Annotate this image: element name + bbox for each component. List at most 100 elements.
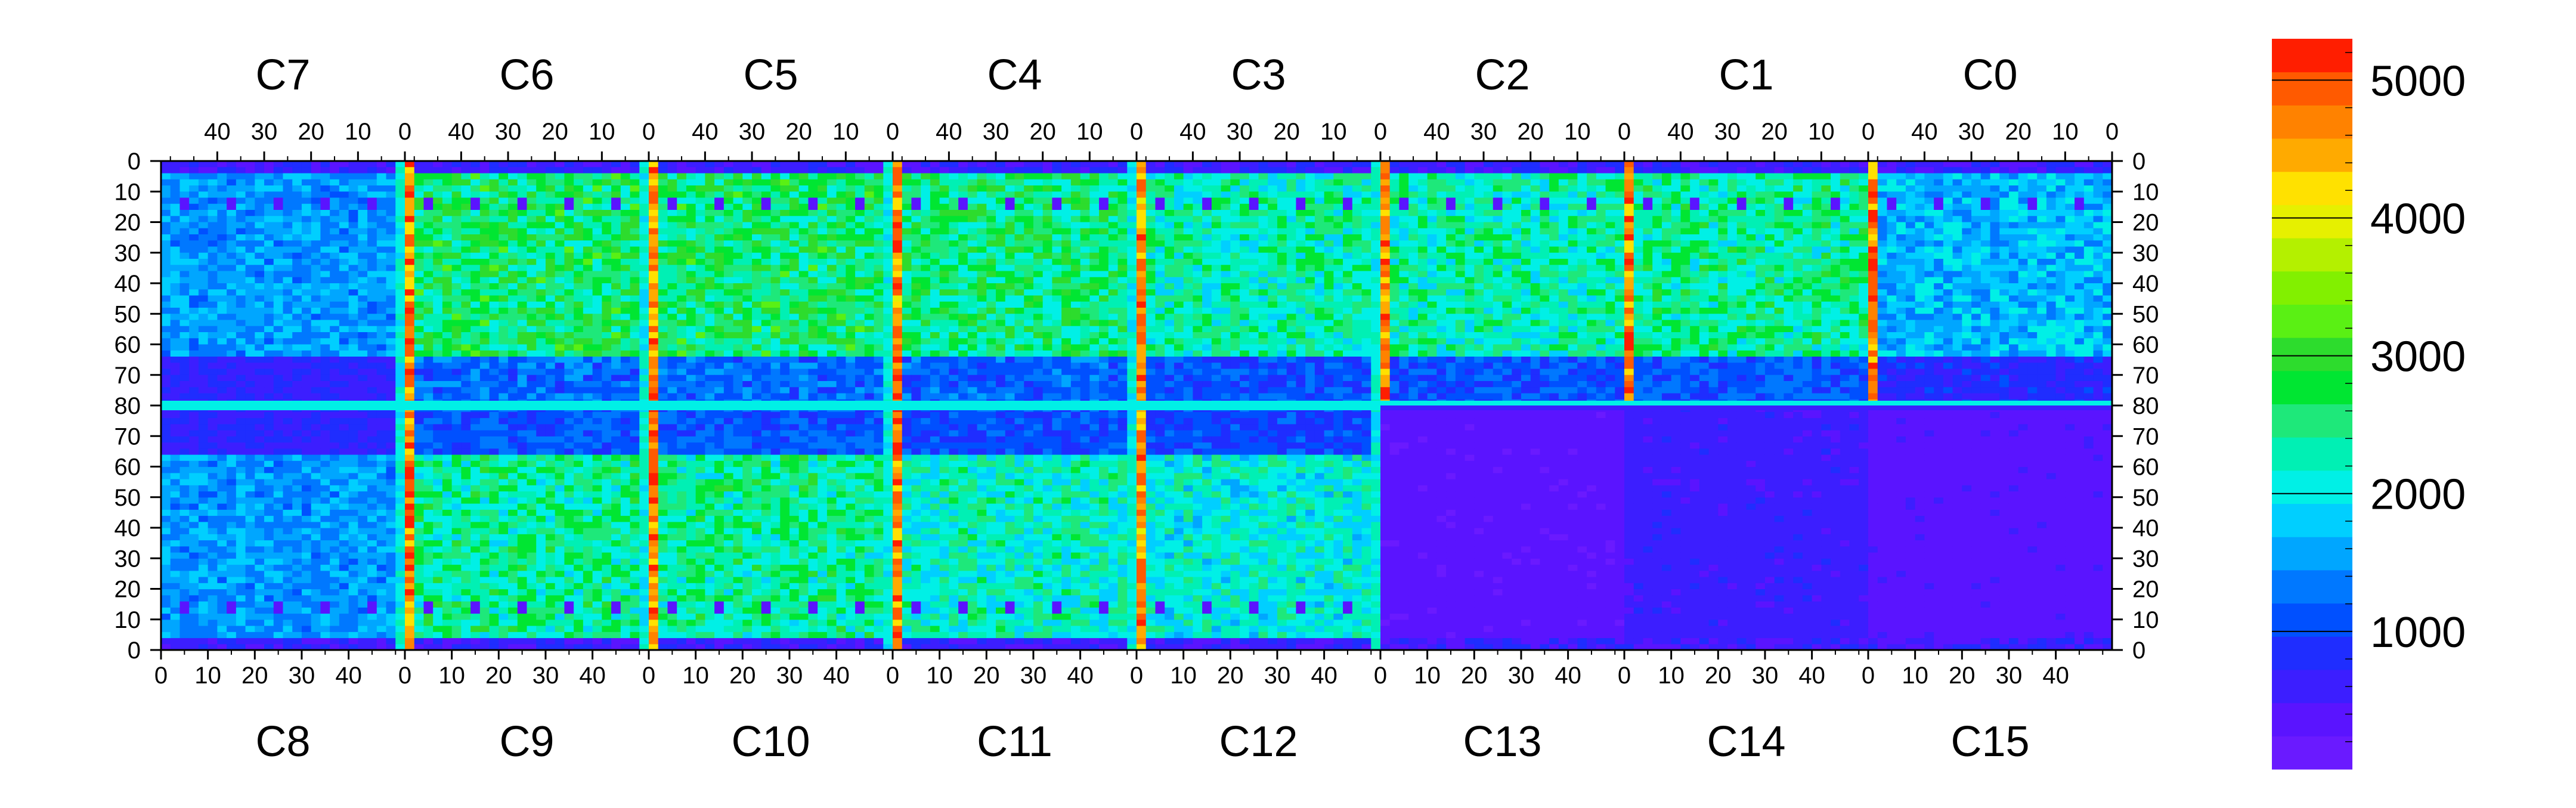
colorbar-swatch bbox=[2272, 304, 2352, 338]
bottom-tick-label: 0 bbox=[642, 663, 655, 689]
bottom-tick-label: 20 bbox=[485, 663, 512, 689]
right-tick-label: 50 bbox=[2132, 301, 2159, 327]
bottom-tick-label: 40 bbox=[1555, 663, 1581, 689]
bottom-tick-label: 40 bbox=[1311, 663, 1337, 689]
top-tick-label: 20 bbox=[1761, 119, 1788, 145]
bottom-tick-label: 20 bbox=[242, 663, 268, 689]
top-tick-label: 40 bbox=[1911, 119, 1938, 145]
top-tick-label: 0 bbox=[1374, 119, 1387, 145]
left-tick-label: 80 bbox=[114, 393, 141, 419]
bottom-tick-label: 20 bbox=[729, 663, 756, 689]
chip-label-c12: C12 bbox=[1219, 718, 1298, 766]
chip-c14-cells bbox=[1624, 405, 1869, 651]
chip-c3-cells bbox=[1137, 161, 1381, 406]
colorbar-swatch bbox=[2272, 39, 2352, 72]
right-tick-label: 20 bbox=[2132, 577, 2159, 603]
colorbar-tick-label: 3000 bbox=[2370, 333, 2466, 381]
bottom-tick-label: 0 bbox=[1618, 663, 1631, 689]
chip-c12-cells bbox=[1137, 405, 1381, 651]
top-tick-label: 20 bbox=[785, 119, 812, 145]
right-tick-label: 40 bbox=[2132, 271, 2159, 297]
chip-c0-cells bbox=[1868, 161, 2113, 406]
top-tick-label: 10 bbox=[1564, 119, 1591, 145]
colorbar-tick-label: 2000 bbox=[2370, 471, 2466, 519]
bottom-tick-label: 40 bbox=[335, 663, 362, 689]
chip-c1-cells bbox=[1624, 161, 1869, 406]
colorbar-swatch bbox=[2272, 636, 2352, 670]
bottom-tick-label: 0 bbox=[154, 663, 168, 689]
colorbar-swatch bbox=[2272, 570, 2352, 603]
colorbar-swatch bbox=[2272, 238, 2352, 271]
chip-label-c4: C4 bbox=[987, 51, 1042, 99]
top-tick-label: 20 bbox=[1029, 119, 1056, 145]
bottom-tick-label: 30 bbox=[776, 663, 803, 689]
right-tick-label: 80 bbox=[2132, 393, 2159, 419]
top-tick-label: 40 bbox=[204, 119, 231, 145]
bottom-tick-label: 20 bbox=[973, 663, 1000, 689]
bottom-tick-label: 0 bbox=[1130, 663, 1143, 689]
chip-c2-cells bbox=[1380, 161, 1625, 406]
right-tick-label: 0 bbox=[2132, 637, 2145, 664]
top-tick-label: 10 bbox=[832, 119, 859, 145]
top-tick-label: 10 bbox=[2052, 119, 2079, 145]
chip-label-c7: C7 bbox=[255, 51, 310, 99]
right-tick-label: 20 bbox=[2132, 210, 2159, 236]
left-tick-label: 70 bbox=[114, 363, 141, 389]
bottom-tick-label: 20 bbox=[1461, 663, 1488, 689]
top-tick-label: 30 bbox=[1470, 119, 1497, 145]
top-tick-label: 0 bbox=[2106, 119, 2119, 145]
top-tick-label: 30 bbox=[739, 119, 766, 145]
left-tick-label: 0 bbox=[128, 637, 141, 664]
top-tick-label: 20 bbox=[2005, 119, 2032, 145]
colorbar-swatch bbox=[2272, 703, 2352, 736]
top-tick-label: 40 bbox=[936, 119, 962, 145]
colorbar-swatch bbox=[2272, 537, 2352, 570]
left-tick-label: 0 bbox=[128, 148, 141, 175]
bottom-tick-label: 40 bbox=[2042, 663, 2069, 689]
top-tick-label: 40 bbox=[1423, 119, 1450, 145]
chip-c4-cells bbox=[893, 161, 1137, 406]
bottom-tick-label: 30 bbox=[532, 663, 559, 689]
bottom-tick-label: 40 bbox=[823, 663, 850, 689]
chip-c5-cells bbox=[649, 161, 893, 406]
left-tick-label: 70 bbox=[114, 423, 141, 450]
colorbar-swatch bbox=[2272, 205, 2352, 238]
top-tick-label: 40 bbox=[1667, 119, 1694, 145]
bottom-tick-label: 10 bbox=[1658, 663, 1685, 689]
top-tick-label: 20 bbox=[298, 119, 324, 145]
left-tick-label: 50 bbox=[114, 485, 141, 511]
bottom-tick-label: 30 bbox=[289, 663, 315, 689]
chip-c6-cells bbox=[405, 161, 649, 406]
chip-label-c9: C9 bbox=[499, 718, 554, 766]
chip-label-c5: C5 bbox=[743, 51, 798, 99]
colorbar-tick-label: 5000 bbox=[2370, 57, 2466, 105]
chip-c10-cells bbox=[649, 405, 893, 651]
top-tick-label: 30 bbox=[495, 119, 522, 145]
colorbar-swatch bbox=[2272, 736, 2352, 769]
bottom-tick-label: 10 bbox=[682, 663, 709, 689]
bottom-tick-label: 10 bbox=[926, 663, 953, 689]
chip-label-c14: C14 bbox=[1707, 718, 1785, 766]
bottom-tick-label: 10 bbox=[1414, 663, 1441, 689]
left-tick-label: 60 bbox=[114, 332, 141, 358]
top-tick-label: 10 bbox=[1808, 119, 1835, 145]
colorbar-swatch bbox=[2272, 371, 2352, 404]
top-tick-label: 30 bbox=[251, 119, 278, 145]
colorbar-swatch bbox=[2272, 271, 2352, 305]
left-tick-label: 30 bbox=[114, 546, 141, 572]
chip-c8-cells bbox=[161, 405, 405, 651]
top-tick-label: 0 bbox=[398, 119, 411, 145]
right-tick-label: 70 bbox=[2132, 423, 2159, 450]
left-tick-label: 20 bbox=[114, 210, 141, 236]
left-tick-label: 30 bbox=[114, 240, 141, 267]
top-tick-label: 0 bbox=[1862, 119, 1875, 145]
chip-label-c8: C8 bbox=[255, 718, 310, 766]
bottom-tick-label: 30 bbox=[1020, 663, 1047, 689]
chip-label-c0: C0 bbox=[1962, 51, 2017, 99]
chip-label-c1: C1 bbox=[1719, 51, 1773, 99]
bottom-tick-label: 30 bbox=[1996, 663, 2023, 689]
top-tick-label: 0 bbox=[1618, 119, 1631, 145]
bottom-tick-label: 0 bbox=[398, 663, 411, 689]
colorbar-swatch bbox=[2272, 670, 2352, 703]
